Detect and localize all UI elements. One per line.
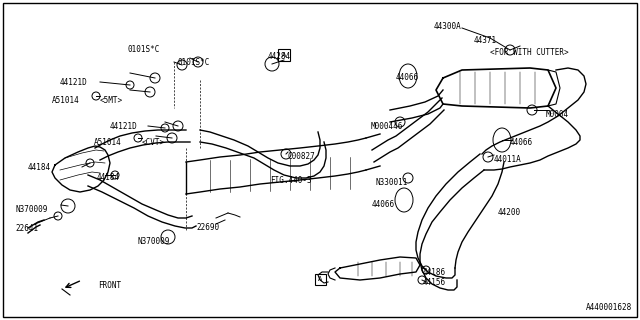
Text: A440001628: A440001628 [586, 303, 632, 312]
Text: 44066: 44066 [510, 138, 533, 147]
Text: FRONT: FRONT [98, 281, 121, 290]
Text: A51014: A51014 [94, 138, 122, 147]
Text: 44200: 44200 [498, 208, 521, 217]
Text: 22690: 22690 [196, 223, 219, 232]
Text: 44184: 44184 [28, 163, 51, 172]
Text: M000446: M000446 [371, 122, 403, 131]
Bar [314, 274, 326, 284]
Text: 44184: 44184 [97, 173, 120, 182]
Text: M0004: M0004 [546, 110, 569, 119]
Text: 0101S*C: 0101S*C [178, 58, 211, 67]
Text: 0101S*C: 0101S*C [128, 45, 161, 54]
Text: 44284: 44284 [268, 52, 291, 61]
Text: N370009: N370009 [16, 205, 49, 214]
Text: C00827: C00827 [288, 152, 316, 161]
Text: 44300A: 44300A [434, 22, 461, 31]
Text: 44156: 44156 [423, 278, 446, 287]
Text: 44121D: 44121D [60, 78, 88, 87]
Text: 44371: 44371 [474, 36, 497, 45]
Text: 44066: 44066 [372, 200, 395, 209]
Text: 22641: 22641 [15, 224, 38, 233]
Text: A: A [318, 276, 322, 282]
Text: <FOR WITH CUTTER>: <FOR WITH CUTTER> [490, 48, 568, 57]
Text: N370009: N370009 [138, 237, 170, 246]
Text: 44066: 44066 [396, 73, 419, 82]
Text: 44011A: 44011A [494, 155, 522, 164]
Text: 44186: 44186 [423, 268, 446, 277]
Text: A: A [282, 52, 286, 58]
Text: N330011: N330011 [376, 178, 408, 187]
Bar [278, 49, 290, 61]
Text: 44121D: 44121D [110, 122, 138, 131]
Text: A51014: A51014 [52, 96, 80, 105]
Text: FIG.440-3: FIG.440-3 [270, 176, 312, 185]
Text: <CVT>: <CVT> [142, 138, 165, 147]
Text: <5MT>: <5MT> [100, 96, 123, 105]
